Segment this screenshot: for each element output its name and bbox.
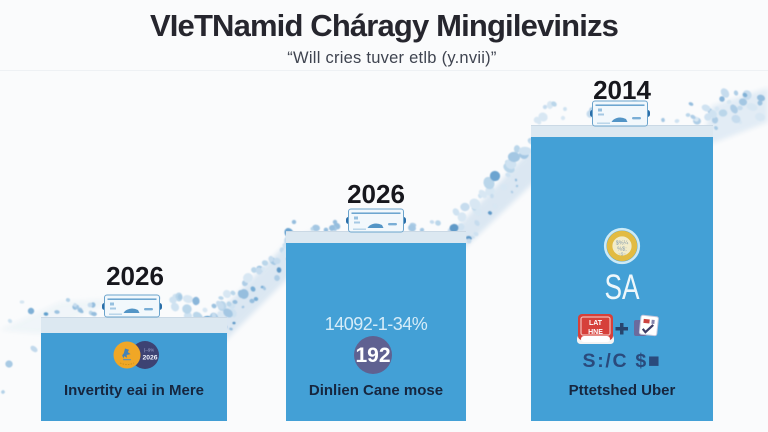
svg-text:(--9%: (--9% — [144, 348, 155, 353]
svg-text:%$;: %$; — [617, 247, 627, 253]
svg-text:LAT: LAT — [589, 320, 603, 327]
svg-text:$%¼: $%¼ — [616, 241, 629, 247]
svg-text:~$~: ~$~ — [618, 252, 626, 257]
svg-text:2026: 2026 — [142, 355, 157, 362]
svg-text:HNE: HNE — [588, 329, 603, 336]
